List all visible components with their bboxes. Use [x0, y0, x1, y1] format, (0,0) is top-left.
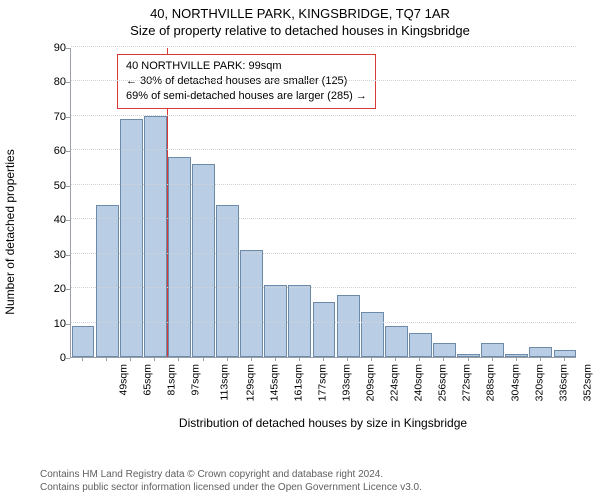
- x-tick-label: 193sqm: [340, 364, 352, 401]
- footer-line1: Contains HM Land Registry data © Crown c…: [40, 468, 422, 481]
- y-tick-label: 90: [44, 42, 66, 54]
- bar: [505, 354, 528, 357]
- x-tick-label: 240sqm: [413, 364, 425, 401]
- y-tick-label: 10: [44, 318, 66, 330]
- x-tick-label: 209sqm: [364, 364, 376, 401]
- callout-line1: 40 NORTHVILLE PARK: 99sqm: [126, 59, 367, 74]
- y-tick-label: 50: [44, 180, 66, 192]
- y-tick-label: 70: [44, 111, 66, 123]
- bar: [313, 302, 336, 357]
- y-tick-label: 30: [44, 249, 66, 261]
- x-tick-label: 81sqm: [166, 364, 178, 396]
- x-tick-label: 113sqm: [219, 364, 231, 401]
- x-tick-label: 129sqm: [244, 364, 256, 401]
- bar: [433, 343, 456, 357]
- x-tick-label: 336sqm: [557, 364, 569, 401]
- bar: [72, 326, 95, 357]
- bar: [385, 326, 408, 357]
- bar: [554, 350, 577, 357]
- bar: [96, 205, 119, 357]
- y-axis-label: Number of detached properties: [3, 149, 17, 314]
- bar: [337, 295, 360, 357]
- x-tick-label: 288sqm: [485, 364, 497, 401]
- x-tick-label: 320sqm: [533, 364, 545, 401]
- x-tick-label: 145sqm: [268, 364, 280, 401]
- bar: [240, 250, 263, 357]
- plot-area: 40 NORTHVILLE PARK: 99sqm ← 30% of detac…: [70, 48, 576, 358]
- x-tick-label: 304sqm: [509, 364, 521, 401]
- footer-line2: Contains public sector information licen…: [40, 481, 422, 494]
- bar: [168, 157, 191, 357]
- x-tick-label: 161sqm: [292, 364, 304, 401]
- y-tick-label: 0: [44, 352, 66, 364]
- chart-subtitle: Size of property relative to detached ho…: [0, 21, 600, 38]
- x-axis-label: Distribution of detached houses by size …: [70, 416, 576, 430]
- bar: [529, 347, 552, 357]
- bar: [409, 333, 432, 357]
- y-tick-label: 60: [44, 145, 66, 157]
- y-tick-label: 20: [44, 283, 66, 295]
- callout-line3: 69% of semi-detached houses are larger (…: [126, 89, 367, 104]
- chart-container: Number of detached properties 0102030405…: [24, 42, 584, 422]
- bar: [192, 164, 215, 357]
- x-tick-label: 352sqm: [581, 364, 593, 401]
- y-tick-label: 80: [44, 76, 66, 88]
- bar: [216, 205, 239, 357]
- footer-attribution: Contains HM Land Registry data © Crown c…: [40, 468, 422, 494]
- x-tick-label: 256sqm: [437, 364, 449, 401]
- x-tick-label: 272sqm: [461, 364, 473, 401]
- x-tick-area: 49sqm 65sqm 81sqm 97sqm 113sqm 129sqm 145sqm 16…: [70, 358, 576, 414]
- page-address: 40, NORTHVILLE PARK, KINGSBRIDGE, TQ7 1A…: [0, 0, 600, 21]
- x-tick-label: 224sqm: [388, 364, 400, 401]
- x-tick-label: 49sqm: [118, 364, 130, 396]
- bar: [361, 312, 384, 357]
- y-tick-label: 40: [44, 214, 66, 226]
- bar: [457, 354, 480, 357]
- x-tick-label: 177sqm: [316, 364, 328, 401]
- bar: [481, 343, 504, 357]
- x-tick-label: 97sqm: [190, 364, 202, 396]
- x-tick-label: 65sqm: [142, 364, 154, 396]
